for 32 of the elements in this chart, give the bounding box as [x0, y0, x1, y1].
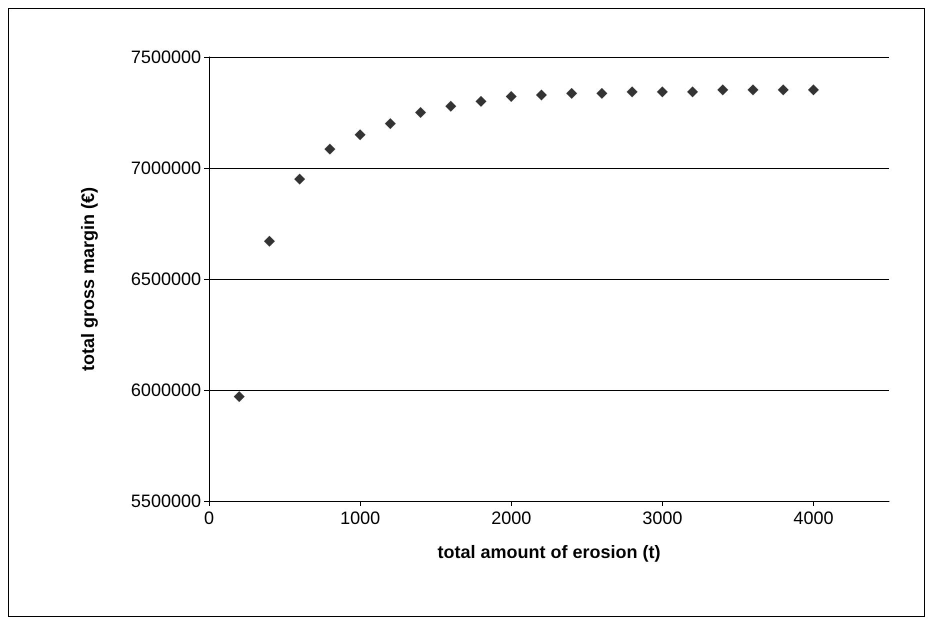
point — [536, 89, 547, 100]
y-tick-label: 6000000 — [130, 380, 201, 400]
point — [808, 84, 819, 96]
point — [748, 84, 758, 96]
y-tick-label: 5500000 — [130, 491, 201, 511]
x-tick-label: 0 — [204, 508, 214, 528]
point — [778, 84, 789, 96]
x-tick-label: 3000 — [642, 508, 682, 528]
y-axis-title: total gross margin (€) — [78, 186, 98, 372]
point — [384, 118, 396, 130]
point — [445, 100, 456, 112]
y-tick-label: 6500000 — [130, 269, 201, 289]
point — [717, 84, 728, 96]
y-tick-label: 7000000 — [130, 158, 201, 178]
x-tick-label: 1000 — [340, 508, 380, 528]
x-tick-label: 2000 — [491, 508, 532, 528]
point — [656, 86, 668, 98]
point — [415, 107, 426, 118]
point — [294, 174, 306, 185]
point — [506, 91, 517, 102]
point — [476, 96, 486, 107]
point — [324, 144, 336, 155]
x-axis-title: total amount of erosion (t) — [438, 542, 660, 562]
point — [354, 129, 366, 140]
point — [596, 88, 608, 99]
point — [626, 86, 638, 98]
point — [264, 236, 275, 247]
x-tick-label: 4000 — [793, 508, 834, 528]
point — [566, 88, 578, 99]
point — [234, 391, 245, 402]
y-tick-label: 7500000 — [130, 47, 201, 67]
point — [687, 86, 698, 98]
